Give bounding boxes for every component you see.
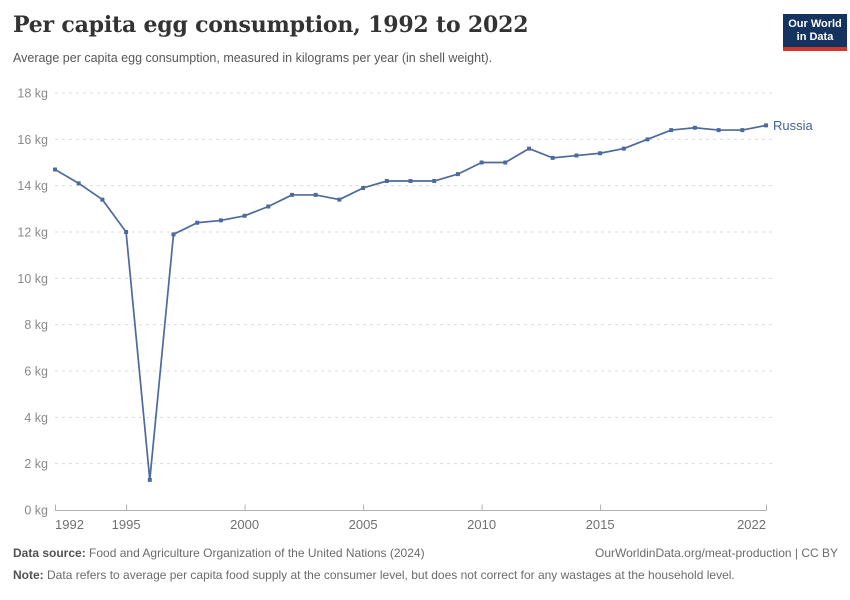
data-point-2004[interactable] <box>337 197 342 202</box>
note-text: Data refers to average per capita food s… <box>47 568 735 582</box>
y-axis-label-10kg: 10 kg <box>17 272 48 286</box>
owid-logo-text: Our World in Data <box>783 14 847 47</box>
data-point-2015[interactable] <box>598 151 603 156</box>
data-point-1992[interactable] <box>53 167 57 172</box>
y-axis-label-4kg: 4 kg <box>24 411 48 425</box>
x-axis-label-2022: 2022 <box>737 517 766 532</box>
data-point-2001[interactable] <box>266 204 271 209</box>
citation-link[interactable]: OurWorldinData.org/meat-production | CC … <box>595 546 838 560</box>
data-point-2016[interactable] <box>621 146 626 151</box>
data-point-2010[interactable] <box>479 160 484 165</box>
data-point-2011[interactable] <box>503 160 508 165</box>
data-point-2009[interactable] <box>455 172 460 177</box>
data-point-1995[interactable] <box>124 230 129 234</box>
y-axis-label-8kg: 8 kg <box>24 318 48 332</box>
data-point-1996[interactable] <box>147 477 152 482</box>
note-line: Note: Data refers to average per capita … <box>13 568 838 583</box>
data-point-1994[interactable] <box>100 197 105 202</box>
data-source-line: Data source: Food and Agriculture Organi… <box>13 546 425 561</box>
chart-subtitle: Average per capita egg consumption, meas… <box>13 51 493 65</box>
data-point-2014[interactable] <box>574 153 579 158</box>
data-point-2006[interactable] <box>384 179 389 184</box>
owid-logo-red-bar <box>783 47 847 51</box>
data-point-1998[interactable] <box>195 220 200 225</box>
owid-logo-line2: in Data <box>796 31 834 43</box>
data-point-2013[interactable] <box>550 155 555 160</box>
x-axis-label-2010: 2010 <box>467 517 496 532</box>
data-point-2000[interactable] <box>242 213 247 218</box>
data-point-2005[interactable] <box>361 185 366 190</box>
x-axis-label-1995: 1995 <box>112 517 141 532</box>
x-axis-label-1992: 1992 <box>55 517 84 532</box>
data-point-2002[interactable] <box>290 192 294 197</box>
chart-footer: Data source: Food and Agriculture Organi… <box>13 546 838 583</box>
x-axis-label-2015: 2015 <box>586 517 615 532</box>
data-point-2021[interactable] <box>740 128 745 133</box>
data-point-2022[interactable] <box>764 123 768 128</box>
owid-logo[interactable]: Our World in Data <box>783 14 847 51</box>
data-point-2019[interactable] <box>692 125 697 130</box>
y-axis-label-0kg: 0 kg <box>24 504 48 518</box>
data-point-2008[interactable] <box>432 179 437 184</box>
series-line-russia[interactable] <box>54 124 767 481</box>
data-source-label: Data source: <box>13 546 86 560</box>
x-axis-label-2000: 2000 <box>230 517 259 532</box>
y-axis-label-2kg: 2 kg <box>24 457 48 471</box>
y-axis-label-18kg: 18 kg <box>17 87 48 101</box>
y-axis-label-16kg: 16 kg <box>17 133 48 147</box>
x-axis-label-2005: 2005 <box>349 517 378 532</box>
data-point-2007[interactable] <box>408 179 413 184</box>
data-point-2020[interactable] <box>716 128 721 133</box>
data-point-1997[interactable] <box>171 232 176 237</box>
owid-logo-line1: Our World <box>788 18 842 30</box>
chart-title: Per capita egg consumption, 1992 to 2022 <box>13 12 529 38</box>
y-axis-label-12kg: 12 kg <box>17 226 48 240</box>
data-point-2012[interactable] <box>527 146 531 151</box>
note-label: Note: <box>13 568 44 582</box>
data-point-2018[interactable] <box>669 128 674 133</box>
data-source-text: Food and Agriculture Organization of the… <box>89 546 425 560</box>
data-point-1993[interactable] <box>76 181 81 186</box>
series-label-russia[interactable]: Russia <box>773 118 814 133</box>
y-axis-label-14kg: 14 kg <box>17 179 48 193</box>
data-point-1999[interactable] <box>218 218 223 223</box>
data-point-2017[interactable] <box>645 137 650 142</box>
data-point-2003[interactable] <box>313 192 318 197</box>
y-axis-label-6kg: 6 kg <box>24 365 48 379</box>
